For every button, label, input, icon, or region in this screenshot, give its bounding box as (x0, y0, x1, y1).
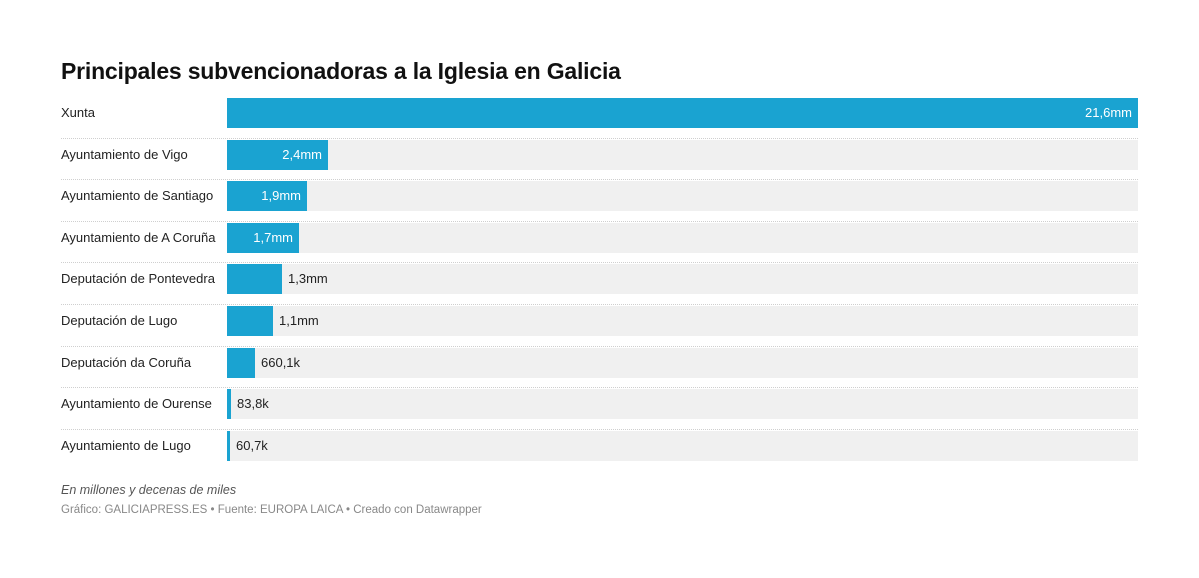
row-divider (61, 387, 1138, 389)
category-label: Ayuntamiento de Santiago (61, 188, 214, 204)
row-divider (61, 428, 1138, 430)
bar-row: Deputación de Lugo 1,1mm (61, 305, 1138, 347)
category-label: Deputación da Coruña (61, 354, 192, 370)
category-label: Ayuntamiento de A Coruña (61, 229, 216, 245)
chart-notes: En millones y decenas de miles (61, 483, 237, 497)
category-label: Ayuntamiento de Vigo (61, 146, 188, 162)
value-label: 21,6mm (1085, 105, 1132, 120)
bar-track: 60,7k (227, 430, 1138, 461)
category-label: Xunta (61, 105, 95, 120)
chart-credits: Gráfico: GALICIAPRESS.ES • Fuente: EUROP… (61, 504, 482, 516)
row-divider (61, 137, 1138, 139)
bar-row: Ayuntamiento de Ourense 83,8k (61, 388, 1138, 430)
row-divider (61, 262, 1138, 264)
bar-track: 21,6mm (227, 98, 1138, 128)
chart-title: Principales subvencionadoras a la Iglesi… (61, 58, 621, 84)
bar (227, 430, 230, 461)
bar-track: 1,9mm (227, 181, 1138, 212)
row-divider (61, 220, 1138, 222)
value-label: 2,4mm (282, 146, 322, 162)
bar (227, 305, 273, 336)
bar-row: Deputación da Coruña 660,1k (61, 347, 1138, 389)
category-label: Deputación de Lugo (61, 312, 178, 328)
bar-track: 83,8k (227, 389, 1138, 420)
bar-track: 1,1mm (227, 305, 1138, 336)
value-label: 60,7k (236, 437, 268, 453)
value-label: 1,9mm (261, 188, 301, 204)
bar (227, 264, 282, 295)
value-label: 1,3mm (288, 271, 328, 287)
bar (227, 347, 255, 378)
bar-row: Ayuntamiento de Vigo 2,4mm (61, 139, 1138, 181)
bar-track: 2,4mm (227, 139, 1138, 170)
category-label: Deputación de Pontevedra (61, 271, 215, 287)
bar (227, 139, 328, 170)
bar-row: Ayuntamiento de Lugo 60,7k (61, 430, 1138, 472)
value-label: 83,8k (237, 396, 269, 412)
bar (227, 389, 231, 420)
bar-row: Xunta 21,6mm (61, 97, 1138, 139)
bar-row: Ayuntamiento de A Coruña 1,7mm (61, 222, 1138, 264)
category-label: Ayuntamiento de Lugo (61, 437, 191, 453)
row-divider (61, 303, 1138, 305)
row-divider (61, 345, 1138, 347)
value-label: 1,7mm (253, 229, 293, 245)
bar-chart: Xunta 21,6mm Ayuntamiento de Vigo 2,4mm Ayun… (61, 97, 1138, 471)
bar-track: 1,3mm (227, 264, 1138, 295)
bar-row: Deputación de Pontevedra 1,3mm (61, 263, 1138, 305)
value-label: 660,1k (261, 354, 301, 370)
bar (227, 181, 307, 212)
bar-track: 1,7mm (227, 222, 1138, 253)
bar-row: Ayuntamiento de Santiago 1,9mm (61, 180, 1138, 222)
bar-track: 660,1k (227, 347, 1138, 378)
bar (227, 222, 299, 253)
value-label: 1,1mm (279, 312, 319, 328)
category-label: Ayuntamiento de Ourense (61, 396, 212, 412)
bar (227, 98, 1138, 128)
row-divider (61, 179, 1138, 181)
